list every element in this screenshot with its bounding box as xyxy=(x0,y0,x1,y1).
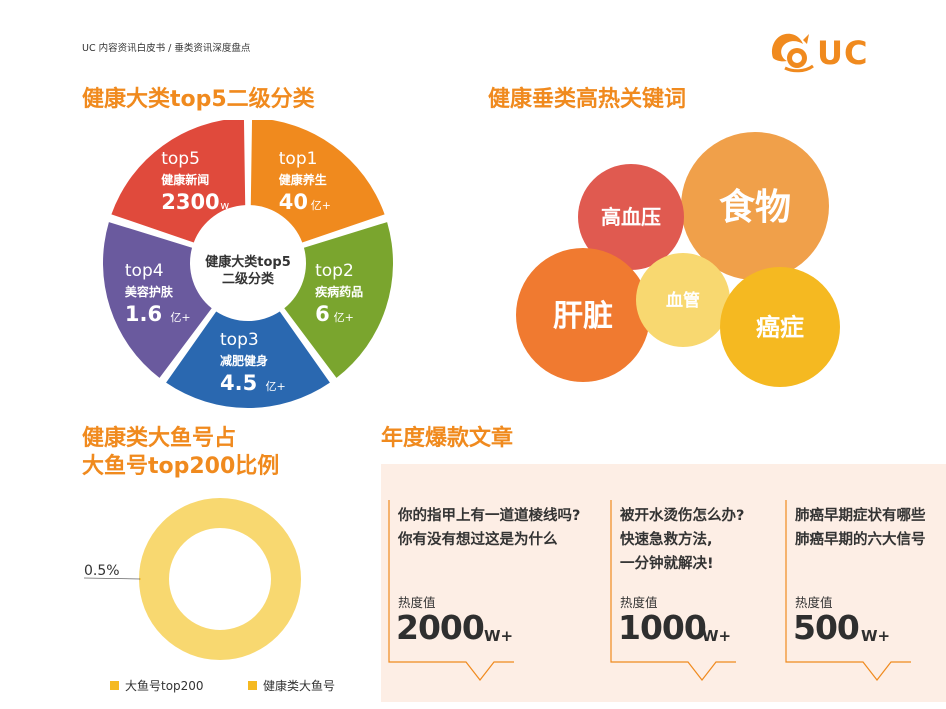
heat-label: 热度值 xyxy=(795,595,833,610)
heat-unit: W+ xyxy=(861,627,891,645)
heat-label: 热度值 xyxy=(398,595,436,610)
article-card-2[interactable]: 被开水烫伤怎么办? 快速急救方法, 一分钟就解决! 热度值 1000 W+ xyxy=(610,500,766,685)
breadcrumb: UC 内容资讯白皮书 / 垂类资讯深度盘点 xyxy=(82,43,251,54)
ratio-donut-chart: 0.5% xyxy=(83,498,301,660)
categories-title: 健康大类top5二级分类 xyxy=(82,87,315,112)
pie-slice-top2 xyxy=(284,222,393,378)
pie-center-label-1: 健康大类top5 xyxy=(205,254,291,270)
pie-label-rank: top1 xyxy=(279,149,318,169)
keyword-bubble xyxy=(516,248,650,382)
squirrel-logo-icon xyxy=(771,33,814,73)
keyword-label: 食物 xyxy=(719,187,791,228)
keyword-label: 高血压 xyxy=(601,205,661,229)
pie-label-rank: top4 xyxy=(125,261,164,281)
card-bracket xyxy=(610,500,736,681)
pie-label-rank: top2 xyxy=(315,261,354,281)
keyword-label: 癌症 xyxy=(756,314,804,342)
pie-label-name: 健康养生 xyxy=(279,172,327,187)
ratio-title-line2: 大鱼号top200比例 xyxy=(82,454,280,479)
ratio-title-line1: 健康类大鱼号占 xyxy=(82,426,237,451)
pie-slice-top4 xyxy=(102,222,212,378)
keyword-bubble xyxy=(578,164,684,270)
pie-slice-top3 xyxy=(166,311,330,408)
pie-label-value: 40 xyxy=(279,190,308,214)
card-bracket xyxy=(785,500,911,681)
pie-label-unit: 亿+ xyxy=(311,199,331,212)
pie-label-name: 健康新闻 xyxy=(161,172,209,187)
keyword-label: 血管 xyxy=(666,290,700,311)
donut-annotation: 0.5% xyxy=(84,563,120,579)
keywords-title: 健康垂类高热关键词 xyxy=(488,87,687,112)
donut-annotation-line xyxy=(83,577,141,580)
pie-label-name: 美容护肤 xyxy=(125,284,174,299)
legend-swatch xyxy=(110,681,119,690)
pie-label-value: 4.5 xyxy=(220,371,257,395)
pie-center-label-2: 二级分类 xyxy=(222,271,275,287)
heat-unit: W+ xyxy=(484,627,514,645)
heat-value: 1000 xyxy=(618,608,707,647)
pie-label-rank: top3 xyxy=(220,330,259,350)
pie-label-unit: 亿+ xyxy=(266,380,286,393)
article-card-1[interactable]: 你的指甲上有一道道棱线吗? 你有没有想过这是为什么 热度值 2000 W+ xyxy=(388,500,580,685)
keyword-label: 肝脏 xyxy=(553,299,613,334)
legend-swatch xyxy=(248,681,257,690)
article-title: 被开水烫伤怎么办? 快速急救方法, 一分钟就解决! xyxy=(620,508,745,572)
pie-label-name: 减肥健身 xyxy=(220,353,268,368)
heat-unit: W+ xyxy=(702,627,732,645)
uc-logo: UC xyxy=(767,28,867,76)
articles-title: 年度爆款文章 xyxy=(381,426,514,451)
heat-value: 2000 xyxy=(396,608,485,647)
card-bracket xyxy=(388,500,514,681)
article-title: 你的指甲上有一道道棱线吗? 你有没有想过这是为什么 xyxy=(398,508,581,548)
pie-label-value: 1.6 xyxy=(125,302,162,326)
legend-item-top200: 大鱼号top200 xyxy=(110,677,204,694)
pie-label-value: 2300 xyxy=(161,190,219,214)
keyword-bubble xyxy=(720,267,840,387)
keyword-bubble xyxy=(636,253,730,347)
legend-label: 健康类大鱼号 xyxy=(263,679,336,693)
pie-label-unit: 亿+ xyxy=(334,311,354,324)
legend-label: 大鱼号top200 xyxy=(125,679,204,693)
logo-text: UC xyxy=(817,34,869,72)
pie-label-value: 6 xyxy=(315,302,330,326)
heat-label: 热度值 xyxy=(620,595,658,610)
pie-label-unit: w xyxy=(220,199,229,212)
pie-slice-top5 xyxy=(111,120,246,243)
pie-label-rank: top5 xyxy=(161,149,200,169)
keyword-bubble xyxy=(681,132,829,280)
pie-slice-top1 xyxy=(250,120,385,243)
pie-label-unit: 亿+ xyxy=(170,311,190,324)
article-card-3[interactable]: 肺癌早期症状有哪些 肺癌早期的六大信号 热度值 500 W+ xyxy=(785,500,941,685)
article-title: 肺癌早期症状有哪些 肺癌早期的六大信号 xyxy=(795,508,926,548)
pie-label-name: 疾病药品 xyxy=(315,284,363,299)
heat-value: 500 xyxy=(793,608,860,647)
legend-item-health: 健康类大鱼号 xyxy=(248,677,335,694)
donut-slice-top200 xyxy=(139,498,301,660)
